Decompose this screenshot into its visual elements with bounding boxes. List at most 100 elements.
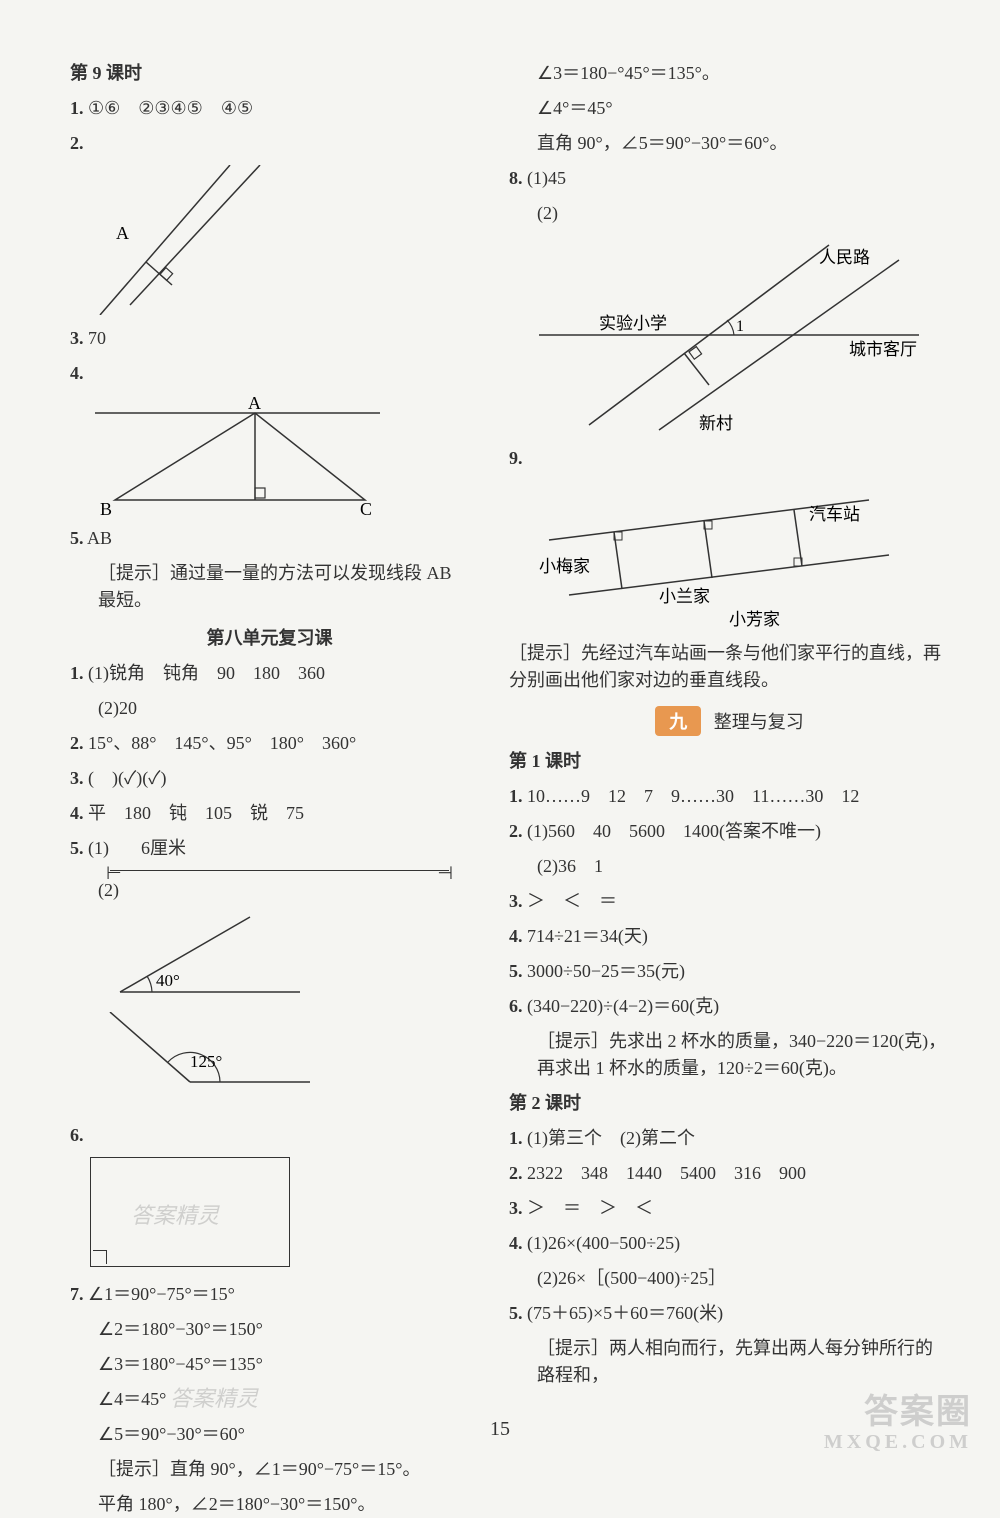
q9-fang: 小芳家 [729,610,780,629]
t2-title: 第 2 课时 [509,1090,950,1117]
q8-l1: 8. (1)45 [509,165,950,192]
u8q7-l3-wrap: ∠4＝45° 答案精灵 [70,1386,469,1413]
u8q1-l1: 1. (1)锐角 钝角 90 180 360 [70,660,469,687]
t2q2-text: 2322 348 1440 5400 316 900 [527,1163,806,1183]
q8-svg: 人民路 实验小学 1 城市客厅 新村 [529,235,929,435]
q1-row: 1. ①⑥ ②③④⑤ ④⑤ [70,95,469,122]
right-column: ∠3＝180−°45°＝135°。 ∠4°＝45° 直角 90°，∠5＝90°−… [509,60,950,1380]
angle125-svg: 125° [90,1012,320,1112]
u8q6-rect: 答案精灵 [90,1157,290,1267]
q9-num: 9. [509,445,950,472]
u8q5-row: 5. (1) 6厘米 [70,835,469,862]
t2q4-l2: (2)26×［(500−400)÷25］ [509,1265,950,1292]
u8q4-text: 平 180 钝 105 锐 75 [88,803,304,823]
u8q7-l1: ∠2＝180°−30°＝150° [70,1316,469,1343]
t2q5-hint: ［提示］两人相向而行，先算出两人每分钟所行的路程和， [509,1335,950,1389]
t1q2-t1: (1)560 40 5600 1400(答案不唯一) [527,821,821,841]
q8-figure: 人民路 实验小学 1 城市客厅 新村 [529,235,950,435]
t2q2: 2. 2322 348 1440 5400 316 900 [509,1160,950,1187]
q8-num: 8. [509,168,523,188]
q3-text: 70 [88,328,106,348]
t1q3: 3. ＞ ＜ ＝ [509,888,950,915]
q8-renmin: 人民路 [819,248,870,267]
t2q5-num: 5. [509,1303,523,1323]
u8q7-l2: ∠3＝180°−45°＝135° [70,1351,469,1378]
right-angle-mark [93,1250,107,1264]
u8q1-num: 1. [70,663,84,683]
u8q4-num: 4. [70,803,84,823]
c7-1: ∠4°＝45° [509,95,950,122]
t1q6-num: 6. [509,996,523,1016]
q3-num: 3. [70,328,84,348]
q4-C: C [360,499,372,515]
lesson-9-title: 第 9 课时 [70,60,469,87]
t2q4-t1: (1)26×(400−500÷25) [527,1233,680,1253]
left-column: 第 9 课时 1. ①⑥ ②③④⑤ ④⑤ 2. A 3. 70 4. [70,60,469,1380]
q5-text: AB [87,528,112,548]
u8q5-p2: (2) [70,877,469,904]
q9-figure: 汽车站 小梅家 小兰家 小芳家 [529,480,950,630]
t1q2-l1: 2. (1)560 40 5600 1400(答案不唯一) [509,818,950,845]
t1-title: 第 1 课时 [509,748,950,775]
q5-row: 5. AB [70,525,469,552]
q9-mei: 小梅家 [539,557,590,576]
watermark: 答案圈 MXQE.COM [824,1394,972,1453]
faint-wm2: 答案精灵 [170,1382,258,1415]
wm-main: 答案圈 [824,1394,972,1431]
c7-0: ∠3＝180−°45°＝135°。 [509,60,950,87]
t1q6-text: (340−220)÷(4−2)＝60(克) [527,996,719,1016]
t1q5-text: 3000÷50−25＝35(元) [527,961,685,981]
u8q7-l3: ∠4＝45° [98,1389,166,1409]
u8q6-num: 6. [70,1122,469,1149]
t1q4: 4. 714÷21＝34(天) [509,923,950,950]
u8q7-num: 7. [70,1284,84,1304]
u8q1-l2: (2)20 [70,695,469,722]
u8q3-row: 3. ( )(✓)(✓) [70,765,469,792]
u8q3-num: 3. [70,768,84,788]
q4-A: A [248,395,261,413]
t2q1-text: (1)第三个 (2)第二个 [527,1128,695,1148]
q5-num: 5. [70,528,84,548]
t1q5-num: 5. [509,961,523,981]
q1-num: 1. [70,98,84,118]
t2q5: 5. (75＋65)×5＋60＝760(米) [509,1300,950,1327]
q4-svg: A B C [90,395,390,515]
u8q7-h2: 平角 180°，∠2＝180°−30°＝150°。 [70,1491,469,1518]
q5-hint: ［提示］通过量一量的方法可以发现线段 AB 最短。 [70,560,469,614]
u8q5-p1: (1) [88,838,109,858]
t1q1: 1. 10……9 12 7 9……30 11……30 12 [509,783,950,810]
u8q5-ruler: ⊢ ⊣ [110,870,449,871]
u8q5-angle2: 125° [90,1012,469,1112]
t2q3: 3. ＞ ＝ ＞ ＜ [509,1195,950,1222]
q4-figure: A B C [90,395,469,515]
t2q1-num: 1. [509,1128,523,1148]
t1q5: 5. 3000÷50−25＝35(元) [509,958,950,985]
t2q4-l1: 4. (1)26×(400−500÷25) [509,1230,950,1257]
u8q7-row: 7. ∠1＝90°−75°＝15° [70,1281,469,1308]
u8q7-h1: ［提示］直角 90°，∠1＝90°−75°＝15°。 [70,1456,469,1483]
q8-t1: (1)45 [527,168,566,188]
t2q3-num: 3. [509,1198,523,1218]
angle40-label: 40° [156,971,180,990]
q9-hint: ［提示］先经过汽车站画一条与他们家平行的直线，再分别画出他们家对边的垂直线段。 [509,640,950,694]
angle125-label: 125° [190,1052,222,1071]
unit9-badge: 九 [655,706,701,736]
q8-xincun: 新村 [699,414,733,433]
q8-one: 1 [736,318,744,335]
q9-lan: 小兰家 [659,587,710,606]
angle40-svg: 40° [90,912,310,1002]
unit8-title: 第八单元复习课 [70,624,469,650]
t2q4-num: 4. [509,1233,523,1253]
faint-wm1: 答案精灵 [131,1198,219,1230]
t2q2-num: 2. [509,1163,523,1183]
q8-l2: (2) [509,200,950,227]
t1q6: 6. (340−220)÷(4−2)＝60(克) [509,993,950,1020]
u8q7-l0: ∠1＝90°−75°＝15° [88,1284,235,1304]
page-number: 15 [490,1418,510,1441]
unit9-title: 整理与复习 [714,712,804,732]
u8q5-measure: 6厘米 [114,835,214,862]
u8q4-row: 4. 平 180 钝 105 锐 75 [70,800,469,827]
t1q3-num: 3. [509,891,523,911]
u8q7-l4: ∠5＝90°−30°＝60° [70,1421,469,1448]
q2-label-a: A [116,223,129,243]
